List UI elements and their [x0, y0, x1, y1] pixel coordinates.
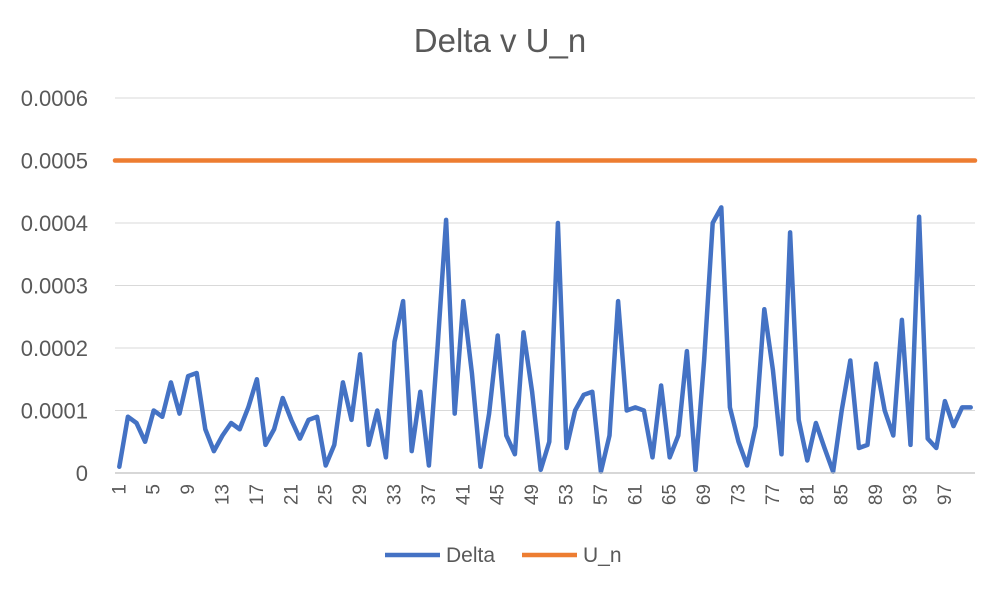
gridlines	[115, 97, 975, 411]
chart-title: Delta v U_n	[414, 22, 586, 59]
series-line-delta	[117, 205, 973, 474]
y-axis-tick-labels: 0 0.0001 0.0002 0.0003 0.0004 0.0005 0.0006	[21, 86, 88, 486]
x-tick-label: 73	[729, 484, 750, 505]
x-tick-label: 41	[453, 484, 474, 505]
x-tick-label: 21	[281, 484, 302, 505]
y-tick-label: 0.0004	[21, 211, 88, 236]
x-tick-label: 9	[178, 484, 199, 495]
x-tick-label: 69	[694, 484, 715, 505]
y-tick-label: 0.0001	[21, 399, 88, 424]
x-tick-label: 61	[625, 484, 646, 505]
x-tick-label: 5	[144, 484, 165, 495]
y-tick-label: 0.0003	[21, 274, 88, 299]
x-tick-label: 65	[660, 484, 681, 505]
y-tick-label: 0	[76, 461, 88, 486]
x-tick-label: 89	[866, 484, 887, 505]
x-tick-label: 53	[557, 484, 578, 505]
x-tick-label: 97	[935, 484, 956, 505]
x-tick-label: 85	[832, 484, 853, 505]
x-tick-label: 29	[350, 484, 371, 505]
x-tick-label: 37	[419, 484, 440, 505]
x-tick-label: 25	[316, 484, 337, 505]
legend-label-u-n: U_n	[583, 544, 622, 567]
x-tick-label: 49	[522, 484, 543, 505]
x-tick-label: 93	[901, 484, 922, 505]
x-tick-label: 45	[488, 484, 509, 505]
x-tick-label: 13	[213, 484, 234, 505]
x-tick-label: 81	[797, 484, 818, 505]
y-tick-label: 0.0002	[21, 336, 88, 361]
x-tick-label: 77	[763, 484, 784, 505]
x-tick-label: 17	[247, 484, 268, 505]
x-axis-tick-labels: 1 5 9 13 17 21 25 29 33 37 41 45 49 53 57 61 65 69 73 77 81 8…	[109, 484, 956, 505]
x-tick-label: 33	[385, 484, 406, 505]
y-tick-label: 0.0006	[21, 86, 88, 111]
x-tick-label: 1	[109, 484, 130, 495]
y-tick-label: 0.0005	[21, 149, 88, 174]
legend-label-delta: Delta	[446, 544, 495, 567]
series-layer	[112, 158, 978, 474]
legend: Delta U_n	[385, 544, 622, 567]
x-tick-label: 57	[591, 484, 612, 505]
